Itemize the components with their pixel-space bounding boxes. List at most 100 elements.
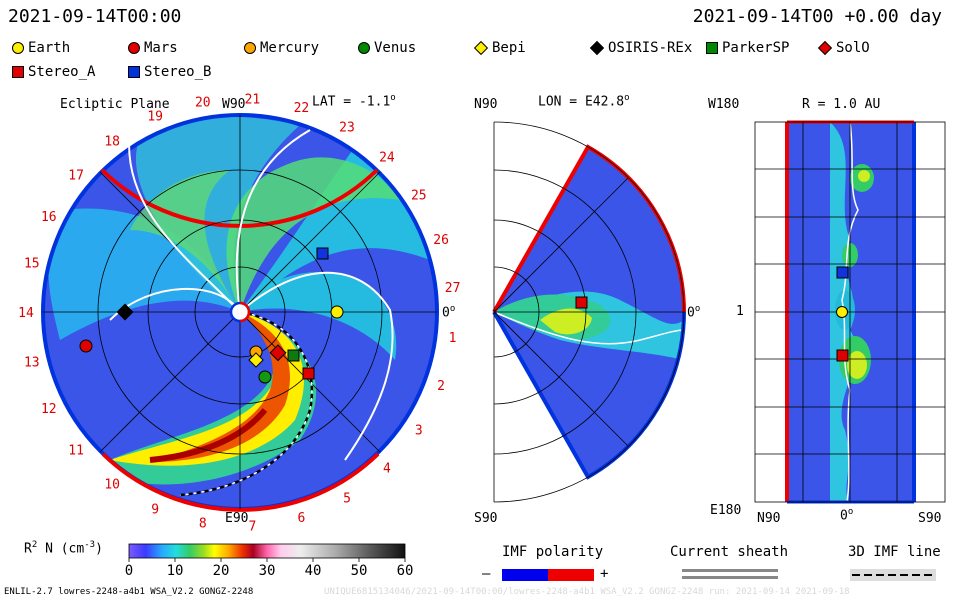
legend-label: ParkerSP [722, 40, 790, 56]
left-timestamp: 2021-09-14T00:00 [8, 6, 182, 27]
imf-negative-swatch [502, 569, 548, 581]
colorbar [128, 543, 406, 559]
meridional-bottom-label: S90 [474, 511, 498, 526]
solo-marker [269, 344, 287, 362]
legend-item-solo: SolO [817, 40, 870, 56]
radial-top-label: W180 [708, 97, 740, 112]
sector-number-27: 27 [445, 281, 461, 296]
sector-number-8: 8 [199, 517, 207, 532]
ecliptic-boundary-red-bottom [101, 452, 380, 512]
radial-title: R = 1.0 AU [802, 97, 881, 112]
circle-icon [12, 42, 24, 54]
sector-number-11: 11 [68, 444, 84, 459]
imf-minus-label: – [482, 566, 491, 582]
legend-item-parkersp: ParkerSP [706, 40, 789, 56]
sector-number-4: 4 [383, 462, 391, 477]
stream-red-core [149, 408, 268, 463]
legend-label: Venus [374, 40, 417, 56]
venus-marker [258, 370, 272, 384]
sector-number-10: 10 [104, 478, 120, 493]
sector-number-18: 18 [104, 134, 120, 149]
meridional-grid [493, 121, 685, 503]
ecliptic-title: Ecliptic Plane [60, 97, 170, 112]
earth-marker [330, 305, 344, 319]
meridional-stereo-a-marker [575, 296, 588, 309]
legend-label: Stereo_A [28, 64, 96, 80]
legend-label: Stereo_B [144, 64, 212, 80]
imf3d-title: 3D IMF line [848, 544, 941, 560]
radial-stereo-a-marker [836, 349, 849, 362]
colorbar-tick-label: 60 [396, 563, 414, 579]
sector-number-5: 5 [343, 491, 351, 506]
colorbar-tick-label: 10 [166, 563, 184, 579]
legend-label: Mercury [260, 40, 320, 56]
sector-number-17: 17 [68, 168, 84, 183]
circle-icon [358, 42, 370, 54]
stream-cyan-2 [48, 208, 240, 340]
sector-number-20: 20 [195, 95, 211, 110]
colorbar-tick-label: 30 [258, 563, 276, 579]
sector-number-12: 12 [41, 402, 57, 417]
sector-number-9: 9 [151, 503, 159, 518]
mars-marker [79, 339, 93, 353]
imf-positive-swatch [548, 569, 594, 581]
legend-item-stereo-a: Stereo_A [12, 64, 95, 80]
legend-item-mercury: Mercury [244, 40, 319, 56]
legend-item-mars: Mars [128, 40, 178, 56]
radial-bottom-label: E180 [710, 503, 742, 518]
sector-number-16: 16 [41, 210, 57, 225]
circle-icon [244, 42, 256, 54]
legend-label: Mars [144, 40, 178, 56]
current-sheath-swatch [682, 569, 778, 572]
sector-number-24: 24 [379, 150, 395, 165]
radial-mid-label: 1 [736, 304, 744, 319]
legend-label: Earth [28, 40, 71, 56]
meridional-top-label: N90 [474, 97, 498, 112]
sector-number-1: 1 [449, 331, 457, 346]
square-icon [128, 66, 140, 78]
square-icon [706, 42, 718, 54]
sector-number-14: 14 [18, 306, 34, 321]
imf-plus-label: + [600, 566, 609, 582]
radial-grid [754, 121, 946, 503]
legend-item-bepi: Bepi [473, 40, 526, 56]
stereo-a-marker [302, 367, 315, 380]
sector-number-26: 26 [433, 233, 449, 248]
legend-label: OSIRIS-REx [608, 40, 693, 56]
legend-item-earth: Earth [12, 40, 70, 56]
legend-label: SolO [836, 40, 870, 56]
legend-item-stereo-b: Stereo_B [128, 64, 211, 80]
circle-icon [128, 42, 140, 54]
ecliptic-lat-label: LAT = -1.1o [312, 93, 396, 110]
ecliptic-top-label: W90 [222, 97, 246, 112]
stream-green-west [130, 170, 240, 312]
sector-number-13: 13 [24, 355, 40, 370]
colorbar-label: R2 N (cm-3) [24, 540, 103, 557]
stream-cyan-3 [135, 116, 300, 312]
bepi-marker [248, 352, 264, 368]
radial-x-right: S90 [918, 511, 942, 526]
square-icon [12, 66, 24, 78]
sector-number-21: 21 [245, 92, 261, 107]
sector-number-15: 15 [24, 257, 40, 272]
right-timestamp: 2021-09-14T00 +0.00 day [692, 6, 942, 27]
meridional-panel [492, 121, 686, 503]
colorbar-tick-label: 40 [304, 563, 322, 579]
footer-run-info: ENLIL-2.7 lowres-2248-a4b1 WSA_V2.2 GONG… [4, 587, 254, 597]
radial-stereo-b-marker [836, 266, 849, 279]
meridional-right-label: 0o [687, 304, 701, 321]
sector-number-6: 6 [297, 511, 305, 526]
colorbar-tick-label: 0 [124, 563, 134, 579]
sector-number-22: 22 [294, 101, 310, 116]
ecliptic-right-label: 0o [442, 304, 456, 321]
stereo-b-marker [316, 247, 329, 260]
radial-x-mid: 0o [840, 507, 854, 524]
stream-green-north [226, 157, 400, 312]
footer-watermark: UNIQUE6815134046/2021-09-14T00:00/lowres… [324, 587, 850, 597]
imf-polarity-title: IMF polarity [502, 544, 604, 560]
legend-item-venus: Venus [358, 40, 416, 56]
radial-earth-marker [836, 306, 848, 318]
